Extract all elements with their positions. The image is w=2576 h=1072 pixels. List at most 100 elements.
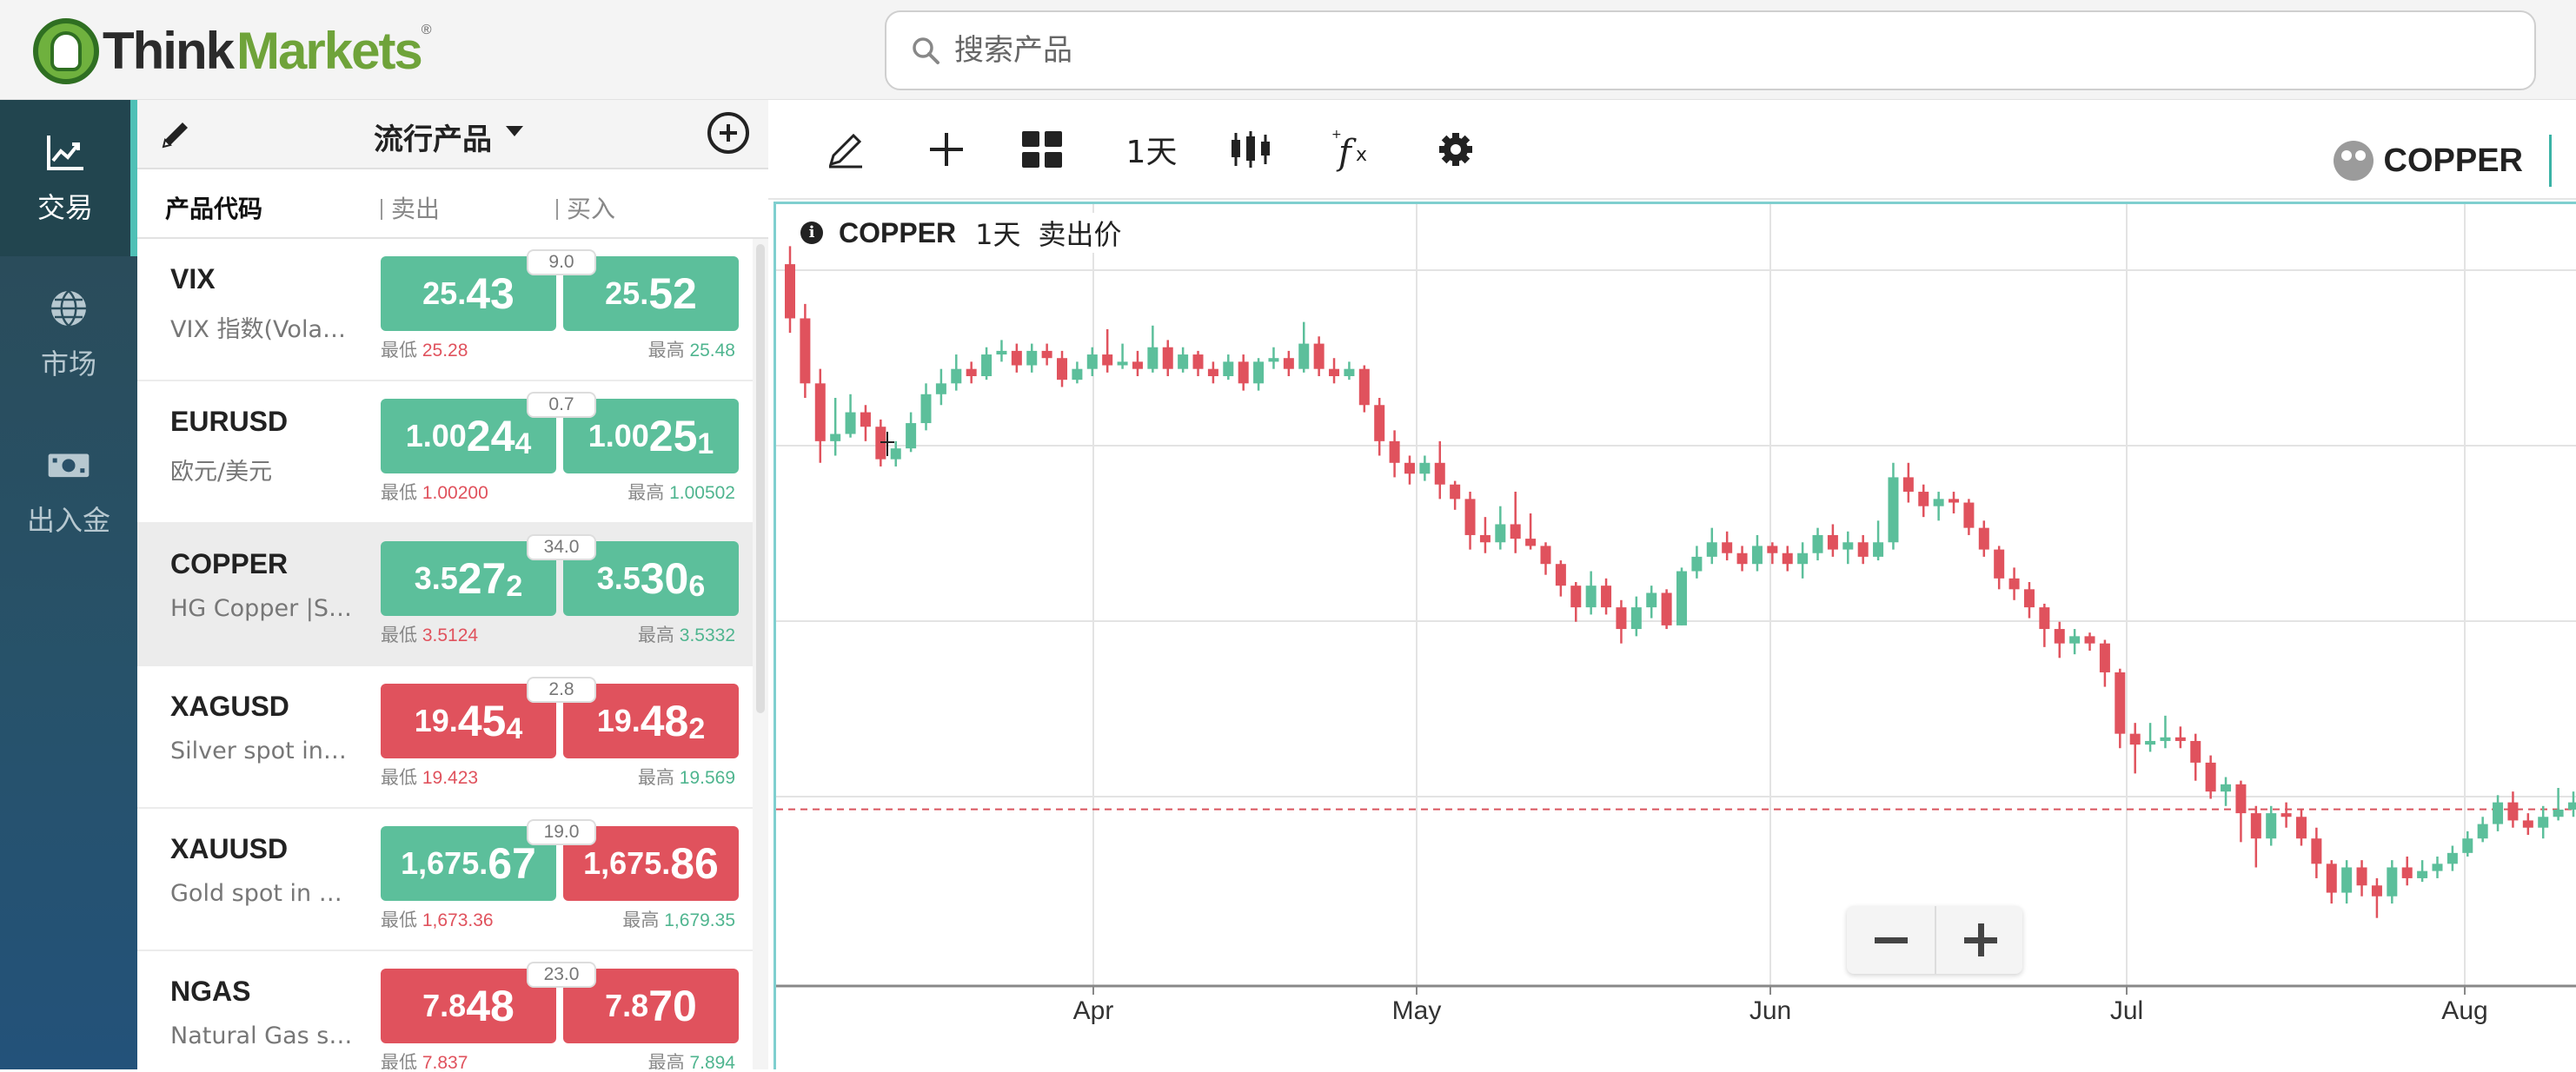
- row-description: Silver spot in US Dollar: [170, 738, 353, 764]
- candle-body: [1691, 556, 1703, 572]
- watchlist-scrollbar-thumb[interactable]: [756, 244, 765, 713]
- legend-price-type: 卖出价: [1038, 218, 1122, 251]
- chart-symbol-tag[interactable]: COPPER: [2333, 135, 2552, 187]
- info-icon[interactable]: i: [800, 222, 823, 244]
- column-header-buy[interactable]: 买入: [556, 190, 615, 225]
- watchlist-row-ngas[interactable]: NGAS Natural Gas spot 7.8 48 7.8 70 23.0 最…: [137, 951, 753, 1069]
- grid-layout-icon: [1022, 131, 1062, 168]
- chart-type-button[interactable]: [1220, 119, 1281, 180]
- draw-tool-button[interactable]: [815, 119, 876, 180]
- watchlist-row-xauusd[interactable]: XAUUSD Gold spot in US Dollar 1,675.67 1…: [137, 809, 753, 951]
- indicators-button[interactable]: + f x: [1321, 119, 1382, 180]
- chart-legend: i COPPER 1天 卖出价: [800, 213, 1131, 253]
- watchlist-row-eurusd[interactable]: EURUSD 欧元/美元 1.00 24 4 1.00 25 1 0.7 最低 1.00…: [137, 381, 753, 524]
- candle-body: [2221, 784, 2232, 792]
- candle-body: [830, 433, 841, 441]
- candle-body: [1329, 368, 1340, 376]
- candle-body: [2538, 817, 2549, 828]
- chart-line-icon: [47, 136, 83, 170]
- candle-body: [2295, 817, 2307, 839]
- left-nav: 交易 市场 出入金: [0, 100, 137, 1069]
- watchlist-row-xagusd[interactable]: XAGUSD Silver spot in US Dollar 19.454 1…: [137, 666, 753, 809]
- candle-body: [1298, 343, 1310, 369]
- nav-item-trade[interactable]: 交易: [0, 100, 137, 256]
- candle-body: [2568, 802, 2576, 810]
- candle-body: [1616, 607, 1627, 630]
- svg-text:+: +: [1331, 128, 1342, 142]
- candle-body: [1949, 499, 1960, 503]
- spread-badge: 2.8: [527, 677, 596, 703]
- zoom-control: [1847, 906, 2022, 974]
- watchlist-row-copper[interactable]: COPPER HG Copper |Spot 3.5 27 2 3.5 30 6 34.…: [137, 524, 753, 666]
- candle-body: [1132, 361, 1143, 369]
- candle-body: [1374, 405, 1385, 441]
- x-tick-label: Jul: [2109, 996, 2144, 1025]
- candle-body: [1918, 492, 1929, 506]
- layout-button[interactable]: [1012, 119, 1072, 180]
- crosshair-button[interactable]: [916, 119, 977, 180]
- candle-body: [1011, 350, 1022, 366]
- sell-price-button[interactable]: 25. 43: [381, 256, 556, 331]
- chart-symbol-name: COPPER: [2383, 142, 2523, 179]
- cash-icon: [48, 453, 90, 478]
- candle-body: [1857, 542, 1869, 557]
- candle-body: [1797, 553, 1809, 565]
- row-symbol: NGAS: [170, 976, 251, 1007]
- candle-body: [2477, 824, 2488, 839]
- candle-body: [1479, 534, 1490, 543]
- nav-item-markets[interactable]: 市场: [0, 256, 137, 413]
- candle-body: [1207, 368, 1218, 376]
- watchlist-rows: VIX VIX 指数(Volatility) 25.43 25.52 9.0 最…: [137, 239, 753, 1069]
- column-header-sell-label: 卖出: [391, 195, 441, 223]
- nav-item-funding[interactable]: 出入金: [0, 413, 137, 569]
- candle-body: [966, 368, 977, 376]
- candle-body: [2311, 838, 2322, 864]
- candle-body: [2160, 737, 2171, 741]
- row-description: VIX 指数(Volatility): [170, 316, 353, 343]
- chevron-down-icon[interactable]: [506, 126, 523, 136]
- sell-price-button[interactable]: 19. 45 4: [381, 684, 556, 758]
- candle-body: [1147, 347, 1159, 369]
- column-header-symbol[interactable]: 产品代码: [165, 195, 263, 223]
- candle-body: [1404, 462, 1415, 474]
- candle-body: [1358, 368, 1370, 406]
- candle-body: [981, 354, 993, 376]
- candle-body: [1751, 546, 1763, 565]
- watchlist-title[interactable]: 流行产品: [374, 122, 492, 157]
- x-tick-label: Jun: [1749, 996, 1792, 1025]
- candlestick-icon: [1232, 131, 1270, 168]
- candle-body: [935, 383, 946, 394]
- candle-body: [2462, 838, 2473, 853]
- svg-text:f: f: [1336, 133, 1357, 173]
- add-circle-icon[interactable]: [707, 112, 749, 154]
- candle-body: [2493, 802, 2504, 824]
- candle-body: [2099, 643, 2110, 672]
- daily-low: 最低 7.837: [381, 1053, 468, 1069]
- candle-body: [2507, 802, 2519, 821]
- pencil-outline-icon: [828, 133, 862, 169]
- chart-settings-button[interactable]: [1425, 119, 1486, 180]
- zoom-in-button[interactable]: [1935, 906, 2022, 974]
- daily-low: 最低 3.5124: [381, 625, 479, 645]
- candle-body: [1902, 477, 1914, 493]
- search-bar[interactable]: [885, 10, 2536, 90]
- price-chart[interactable]: i COPPER 1天 卖出价 Apr May Jun Jul Aug: [773, 202, 2576, 1069]
- pencil-icon[interactable]: [156, 116, 195, 154]
- candle-body: [1842, 542, 1854, 550]
- search-icon: [913, 37, 939, 64]
- watchlist-row-vix[interactable]: VIX VIX 指数(Volatility) 25.43 25.52 9.0 最…: [137, 239, 753, 381]
- zoom-out-button[interactable]: [1847, 906, 1935, 974]
- candle-body: [1540, 546, 1551, 565]
- thinkmarkets-logo[interactable]: Think Markets ®: [33, 17, 442, 85]
- timeframe-label: 1天: [1125, 135, 1178, 170]
- column-header-sell[interactable]: 卖出: [381, 190, 440, 225]
- candle-body: [1192, 354, 1204, 369]
- legend-timeframe: 1天: [975, 218, 1021, 251]
- candle-body: [1736, 553, 1748, 565]
- timeframe-button[interactable]: 1天: [1112, 119, 1191, 180]
- daily-high: 最高 19.569: [637, 768, 735, 788]
- candle-body: [845, 412, 856, 434]
- candle-body: [1963, 502, 1975, 528]
- search-input[interactable]: [954, 33, 2519, 68]
- buy-price-button[interactable]: 19. 48 2: [563, 684, 739, 758]
